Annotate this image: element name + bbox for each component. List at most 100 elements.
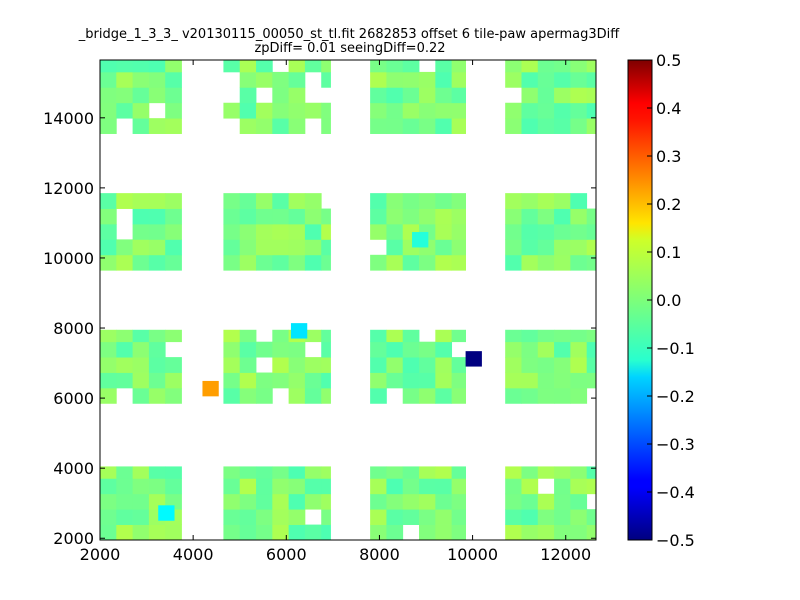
- heatmap-cell: [419, 208, 436, 225]
- heatmap-cell: [116, 239, 134, 256]
- heatmap-cell: [370, 329, 387, 343]
- heatmap-cell: [386, 254, 404, 271]
- heatmap-cell: [386, 239, 404, 256]
- heatmap-cell: [505, 193, 522, 209]
- heatmap-cell: [402, 60, 420, 73]
- heatmap-cell: [435, 493, 453, 510]
- heatmap-cell: [419, 493, 436, 510]
- heatmap-cell: [132, 341, 150, 358]
- heatmap-cell: [537, 87, 555, 104]
- heatmap-cell: [386, 71, 404, 88]
- heatmap-cell: [419, 372, 436, 389]
- heatmap-cell: [402, 254, 420, 271]
- heatmap-cell: [223, 524, 241, 540]
- heatmap-cell: [148, 357, 166, 373]
- heatmap-cell: [321, 118, 331, 134]
- heatmap-cell: [521, 329, 539, 343]
- heatmap-cell: [554, 71, 571, 88]
- heatmap-cell: [223, 493, 241, 510]
- heatmap-cell: [321, 372, 331, 389]
- heatmap-cell: [386, 509, 404, 525]
- heatmap-cell: [419, 118, 436, 134]
- heatmap-cell: [132, 239, 150, 256]
- heatmap-cell: [505, 239, 522, 256]
- heatmap-cell: [148, 478, 166, 495]
- heatmap-cell: [256, 71, 273, 88]
- heatmap-cell: [148, 372, 166, 389]
- heatmap-cell: [554, 341, 571, 358]
- heatmap-cell: [272, 466, 290, 479]
- heatmap-cell: [165, 239, 182, 256]
- heatmap-cell: [132, 493, 150, 510]
- heatmap-cell: [100, 239, 117, 256]
- heatmap-cell: [505, 524, 522, 540]
- heatmap-cell: [223, 329, 241, 343]
- heatmap-cell: [451, 387, 466, 404]
- heatmap-cell: [148, 341, 166, 358]
- heatmap-cell: [132, 208, 150, 225]
- heatmap-cell: [148, 329, 166, 343]
- heatmap-cell: [165, 71, 182, 88]
- heatmap-cell: [132, 60, 150, 73]
- heatmap-cell: [223, 387, 241, 404]
- heatmap-cell: [370, 341, 387, 358]
- heatmap-cell: [256, 60, 273, 73]
- heatmap-cell: [435, 254, 453, 271]
- heatmap-cell: [223, 223, 241, 240]
- heatmap-cell: [537, 239, 555, 256]
- heatmap-cell: [100, 493, 117, 510]
- heatmap-cell: [402, 372, 420, 389]
- heatmap-cell: [288, 387, 306, 404]
- heatmap-cell: [521, 341, 539, 358]
- heatmap-cell: [321, 102, 331, 119]
- heatmap-cell: [505, 208, 522, 225]
- heatmap-cell: [321, 329, 331, 343]
- heatmap-cell: [132, 71, 150, 88]
- heatmap-cell: [321, 524, 331, 540]
- heatmap-cell: [505, 341, 522, 358]
- heatmap-cell: [402, 329, 420, 343]
- heatmap-cell: [521, 357, 539, 373]
- heatmap-cell: [321, 71, 331, 88]
- heatmap-cell: [554, 357, 571, 373]
- heatmap-cell: [537, 372, 555, 389]
- y-tick-label: 12000: [43, 179, 94, 198]
- heatmap-cell: [386, 357, 404, 373]
- y-tick-label: 2000: [53, 529, 94, 548]
- heatmap-cell: [570, 341, 588, 358]
- heatmap-cell: [132, 357, 150, 373]
- heatmap-cell: [386, 118, 404, 134]
- heatmap-cell: [521, 466, 539, 479]
- heatmap-cell: [100, 102, 117, 119]
- heatmap-cell: [386, 60, 404, 73]
- heatmap-cell: [272, 493, 290, 510]
- heatmap-cell: [132, 254, 150, 271]
- heatmap-cell: [370, 372, 387, 389]
- heatmap-cell-outlier: [412, 232, 429, 248]
- heatmap-cell: [370, 478, 387, 495]
- heatmap-cell: [451, 478, 466, 495]
- heatmap-cell: [132, 524, 150, 540]
- heatmap-cell: [304, 239, 322, 256]
- heatmap-cell: [165, 87, 182, 104]
- heatmap-cell: [321, 509, 331, 525]
- heatmap-cell: [451, 223, 466, 240]
- heatmap-cell: [554, 372, 571, 389]
- heatmap-cell: [505, 478, 522, 495]
- heatmap-cell: [256, 341, 273, 358]
- heatmap-cell: [554, 60, 571, 73]
- heatmap-cell: [402, 357, 420, 373]
- heatmap-cell: [100, 466, 117, 479]
- heatmap-cell: [116, 102, 134, 119]
- heatmap-cell: [419, 193, 436, 209]
- heatmap-cell: [100, 208, 117, 225]
- heatmap-cell: [148, 60, 166, 73]
- heatmap-cell: [223, 102, 241, 119]
- heatmap-cell-outlier: [202, 380, 219, 397]
- heatmap-cell: [505, 493, 522, 510]
- heatmap-cell: [116, 341, 134, 358]
- colorbar-tick-label: −0.1: [656, 339, 695, 358]
- heatmap-cell: [402, 102, 420, 119]
- heatmap-cell: [537, 60, 555, 73]
- heatmap-cell: [435, 118, 453, 134]
